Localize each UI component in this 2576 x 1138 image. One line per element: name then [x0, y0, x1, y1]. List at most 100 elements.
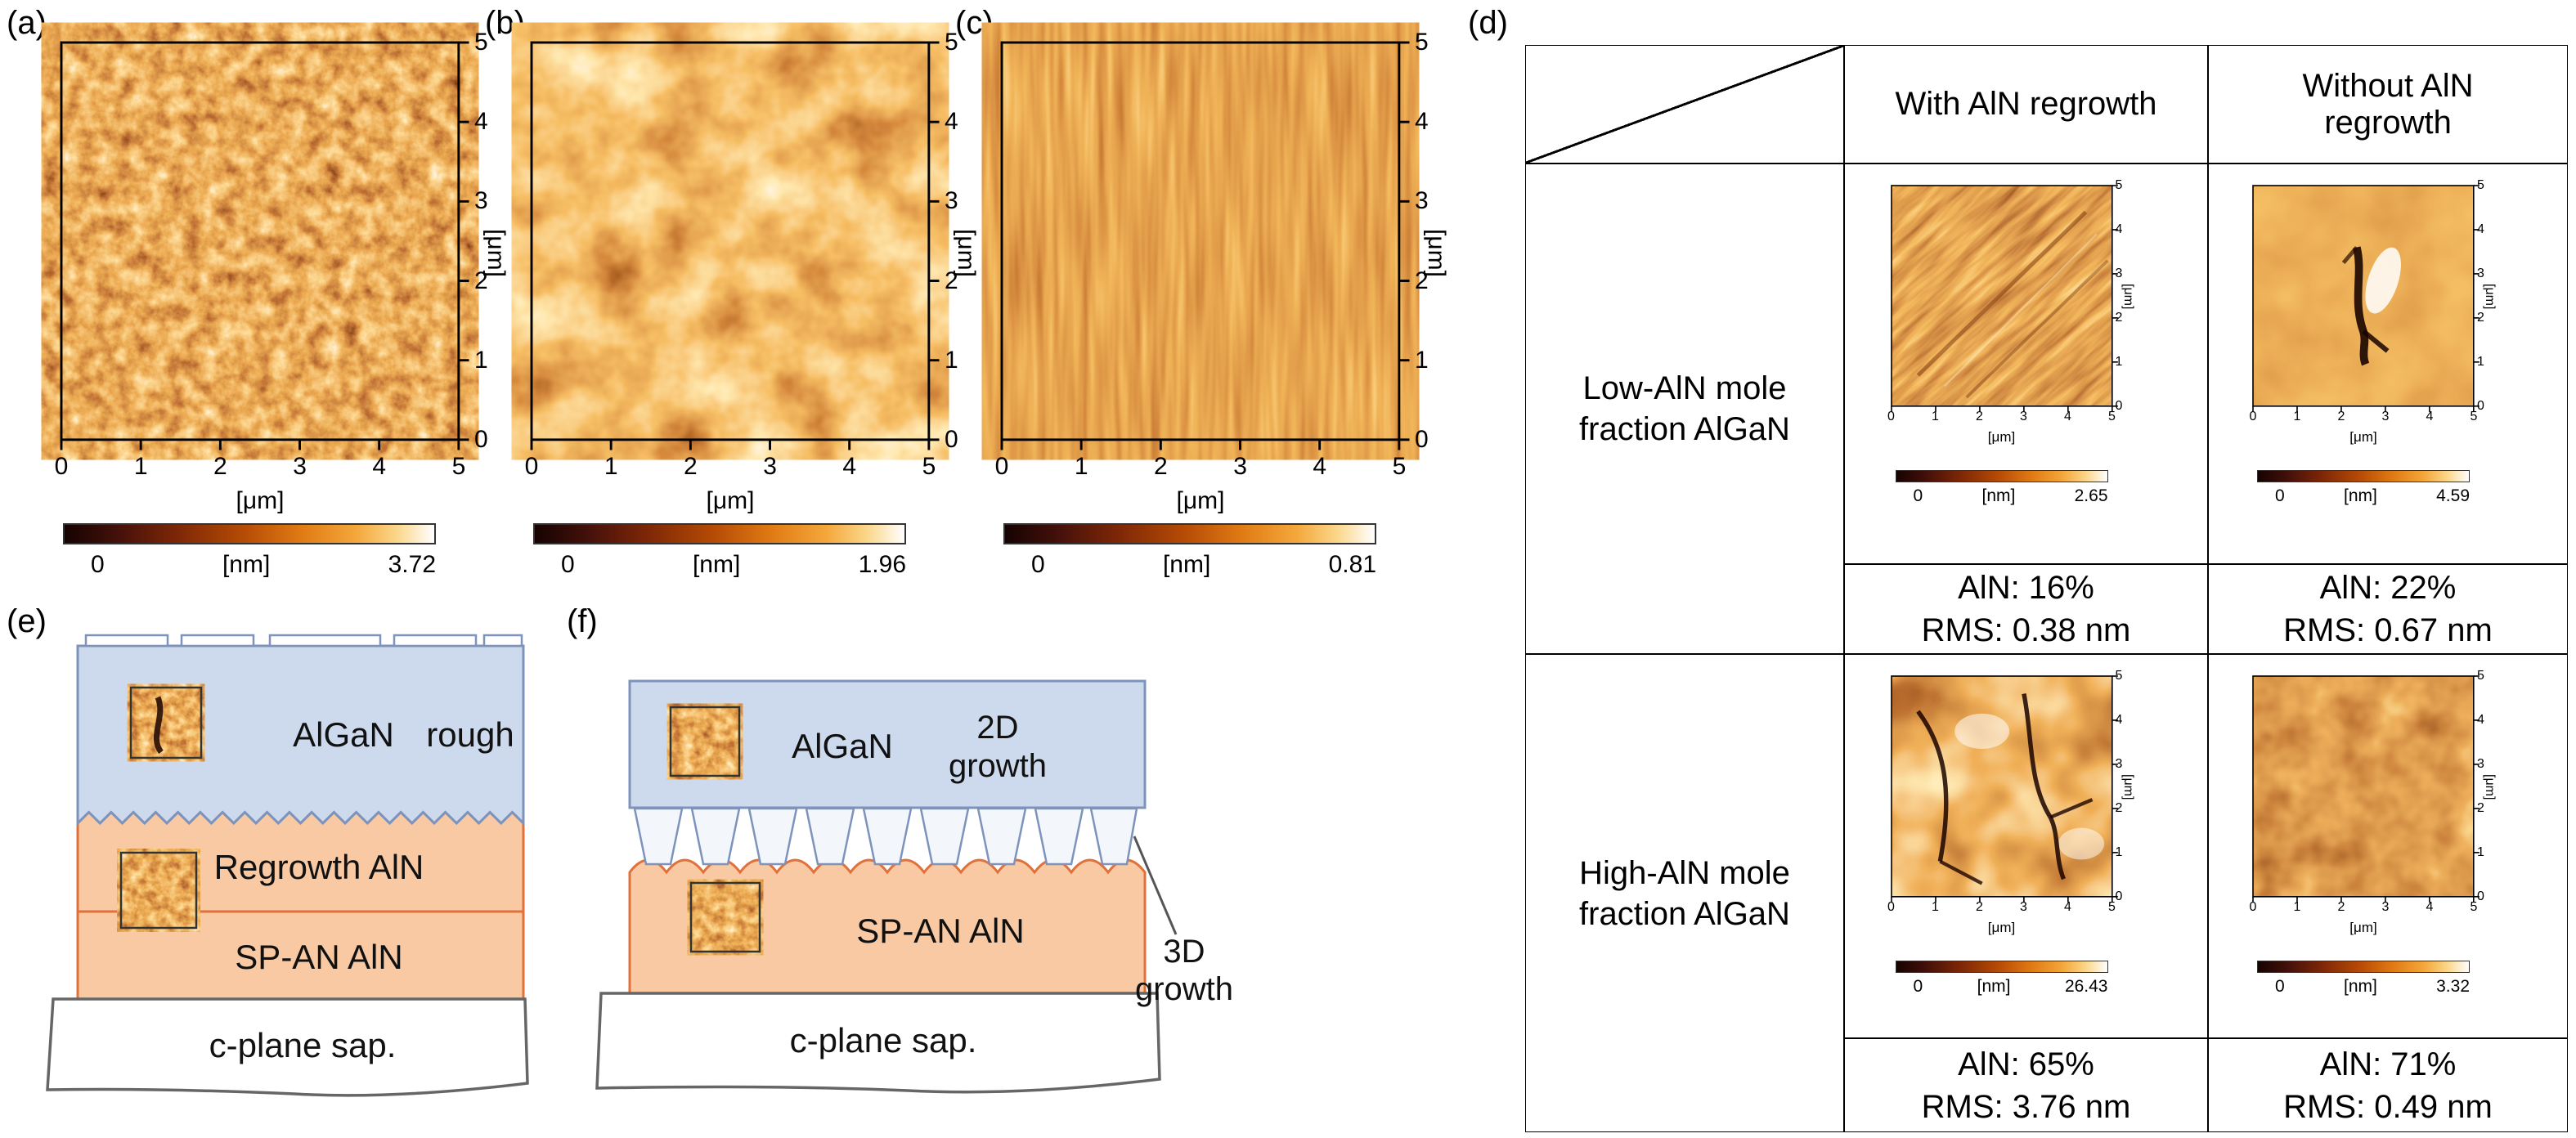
- x-axis-ticks: 0 1 2 3 4 5: [1883, 900, 2121, 915]
- tick-label: 0: [1887, 900, 1895, 914]
- x-axis-unit: [μm]: [1987, 920, 2016, 935]
- table-cell-values-high-with: AlN: 65% RMS: 3.76 nm: [1844, 1038, 2208, 1132]
- comparison-table: With AlN regrowth Without AlN regrowth L…: [1525, 45, 2568, 1132]
- colorbar-unit: [nm]: [2343, 977, 2377, 996]
- x-axis-ticks: 0 1 2 3 4 5: [2244, 410, 2483, 424]
- tick-label: 3: [2115, 267, 2123, 280]
- tick-label: 3: [1233, 453, 1247, 480]
- growth-2d-label-line1: 2D: [976, 710, 1018, 746]
- algan-label: AlGaN: [792, 727, 893, 765]
- tick-label: 3: [2020, 900, 2027, 914]
- rms-roughness: RMS: 3.76 nm: [1921, 1088, 2131, 1125]
- tick-label: 2: [945, 267, 958, 294]
- x-axis-ticks: 0 1 2 3 4 5: [43, 453, 477, 481]
- tick-label: 5: [474, 29, 488, 56]
- colorbar-a: [63, 523, 436, 544]
- afm-image-high-with: [1890, 675, 2119, 903]
- colorbar-max: 1.96: [858, 551, 906, 578]
- tick-label: 2: [2477, 311, 2484, 325]
- colorbar-min: 0: [561, 551, 575, 578]
- tick-label: 0: [945, 425, 958, 453]
- aln-fraction: AlN: 65%: [1958, 1046, 2094, 1082]
- tick-label: 5: [2470, 410, 2478, 423]
- tick-label: 2: [213, 453, 227, 480]
- tick-label: 5: [2115, 669, 2123, 683]
- colorbar-min: 0: [1031, 551, 1045, 578]
- colorbar-min: 0: [2275, 486, 2285, 505]
- growth-2d-label-line2: growth: [949, 748, 1047, 784]
- colorbar-b-labels: 0 [nm] 1.96: [533, 551, 906, 579]
- table-cell-values-high-without: AlN: 71% RMS: 0.49 nm: [2208, 1038, 2568, 1132]
- tick-label: 3: [2381, 410, 2390, 423]
- colorbar-max: 2.65: [2074, 486, 2108, 505]
- colorbar-max: 4.59: [2436, 486, 2470, 505]
- x-axis-unit: [μm]: [2349, 920, 2377, 935]
- y-axis-unit: [μm]: [2483, 774, 2497, 800]
- tick-label: 2: [2115, 801, 2123, 815]
- y-axis-unit: [μm]: [1423, 229, 1450, 277]
- tick-label: 1: [2115, 845, 2123, 859]
- tick-label: 0: [2249, 900, 2257, 914]
- colorbar-unit: [nm]: [1977, 977, 2011, 996]
- x-axis-unit: [μm]: [1987, 429, 2016, 445]
- colorbar-min: 0: [91, 551, 105, 578]
- colorbar-b: [533, 523, 906, 544]
- schematic-with-regrowth: AlGaN rough Regrowth AlN SP-AN AlN c-pla…: [46, 634, 529, 1097]
- tick-label: 5: [922, 453, 936, 480]
- afm-image-low-without: [2252, 185, 2480, 413]
- tick-label: 1: [2477, 845, 2484, 859]
- tick-label: 5: [1392, 453, 1407, 480]
- tick-label: 4: [2064, 410, 2071, 423]
- regrowth-aln-label: Regrowth AlN: [214, 848, 424, 886]
- colorbar-max: 0.81: [1328, 551, 1376, 578]
- tick-label: 0: [524, 453, 539, 480]
- colorbar-min: 0: [2275, 977, 2285, 996]
- colorbar-high-without-labels: 0 [nm] 3.32: [2257, 977, 2470, 997]
- tick-label: 3: [474, 187, 488, 215]
- span-aln-label: SP-AN AlN: [856, 912, 1024, 950]
- tick-label: 0: [1415, 425, 1429, 453]
- x-axis-unit: [μm]: [1176, 487, 1225, 514]
- y-axis-ticks: 5 4 3 2 1 0: [945, 30, 977, 452]
- tick-label: 1: [2115, 355, 2123, 369]
- table-cell-image-low-without: 0 1 2 3 4 5 [μm] 5 4 3 2 1 0 [μm] 0 [nm] 4.59: [2208, 164, 2568, 564]
- tick-label: 4: [2115, 713, 2123, 727]
- span-aln-label: SP-AN AlN: [235, 938, 402, 976]
- sapphire-box: [46, 997, 529, 1097]
- y-axis-ticks: 5 4 3 2 1 0: [1415, 30, 1447, 452]
- colorbar-max: 26.43: [2064, 977, 2108, 996]
- tick-label: 4: [945, 108, 958, 136]
- y-axis-ticks: 5 4 3 2 1 0: [2477, 669, 2493, 904]
- tick-label: 2: [1415, 267, 1429, 294]
- x-axis-ticks: 0 1 2 3 4 5: [514, 453, 947, 481]
- colorbar-unit: [nm]: [1981, 486, 2016, 505]
- schematic-without-regrowth: AlGaN 2D growth SP-AN AlN c-plane sap. 3…: [595, 679, 1233, 1094]
- colorbar-low-without: [2257, 470, 2470, 482]
- afm-topography-low-with: [1891, 186, 2112, 406]
- colorbar-low-with: [1895, 470, 2108, 482]
- aln-fraction: AlN: 71%: [2319, 1046, 2457, 1082]
- tick-label: 3: [2477, 267, 2484, 280]
- tick-label: 4: [1313, 453, 1327, 480]
- tick-label: 4: [1415, 108, 1429, 136]
- colorbar-high-with: [1895, 961, 2108, 973]
- tick-label: 1: [2293, 900, 2301, 914]
- tick-label: 0: [2477, 399, 2484, 413]
- tick-label: 1: [1074, 453, 1088, 480]
- afm-topography-a: [61, 43, 459, 440]
- tick-label: 1: [945, 346, 958, 374]
- tick-label: 0: [2477, 889, 2484, 903]
- tick-label: 4: [2426, 900, 2434, 914]
- tick-label: 4: [2115, 222, 2123, 236]
- tick-label: 2: [2337, 410, 2345, 423]
- growth-3d-label-line2: growth: [1135, 971, 1233, 1007]
- tick-label: 5: [2108, 410, 2116, 423]
- afm-image-a: [60, 41, 470, 451]
- tick-label: 2: [684, 453, 698, 480]
- sapphire-label: c-plane sap.: [209, 1026, 397, 1064]
- colorbar-min: 0: [1913, 486, 1923, 505]
- y-axis-unit: [μm]: [2120, 774, 2135, 800]
- y-axis-ticks: 5 4 3 2 1 0: [474, 30, 507, 452]
- tick-label: 4: [842, 453, 857, 480]
- island-trapezoids: [633, 807, 1138, 866]
